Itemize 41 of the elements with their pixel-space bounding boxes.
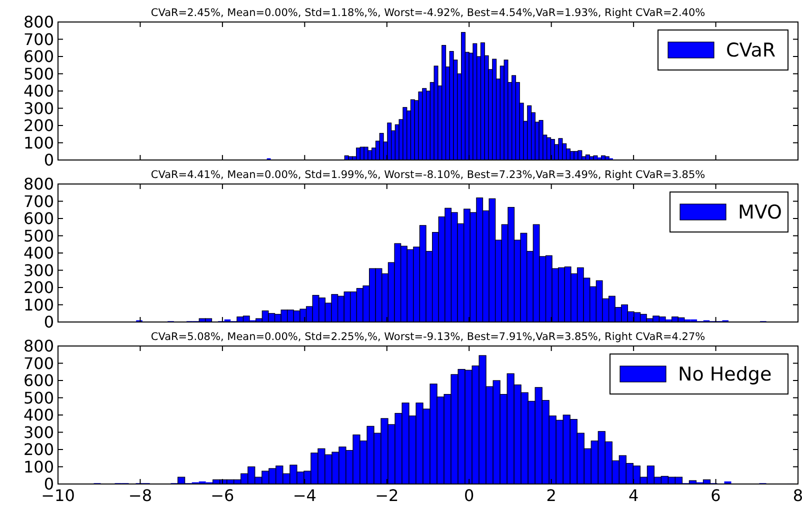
y-tick-label: 100: [23, 295, 54, 314]
y-tick-label: 700: [23, 192, 54, 211]
x-tick-label: −4: [292, 486, 316, 505]
legend-label: MVO: [738, 202, 782, 224]
y-tick-label: 200: [23, 440, 54, 460]
y-tick-label: 0: [44, 150, 54, 170]
y-tick-label: 700: [23, 30, 54, 49]
legend-label: CVaR: [726, 40, 776, 62]
y-tick-label: 400: [23, 244, 54, 263]
y-tick-label: 200: [23, 116, 54, 136]
y-tick-label: 800: [23, 336, 54, 356]
x-tick-label: 4: [628, 486, 639, 505]
x-tick-label: 8: [792, 486, 802, 505]
y-tick-label: 800: [23, 174, 54, 194]
y-tick-label: 100: [23, 457, 54, 476]
x-tick-label: −2: [375, 486, 399, 505]
y-tick-label: 200: [23, 278, 54, 298]
y-tick-label: 500: [23, 226, 54, 246]
y-tick-label: 300: [23, 422, 54, 442]
chart-title: CVaR=2.45%, Mean=0.00%, Std=1.18%,%, Worst=-4.92%, Best=4.54%,VaR=1.93%, Right CVaR=2.40%: [150, 7, 706, 19]
x-tick-label: −6: [210, 486, 234, 505]
y-tick-label: 500: [23, 388, 54, 408]
x-tick-label: −8: [128, 486, 152, 505]
x-tick-label: 0: [464, 486, 474, 505]
y-tick-label: 600: [23, 47, 54, 66]
y-tick-label: 0: [44, 312, 54, 332]
y-tick-label: 400: [23, 406, 54, 425]
x-tick-label: 2: [546, 486, 556, 505]
y-tick-label: 600: [23, 209, 54, 228]
y-tick-label: 100: [23, 133, 54, 152]
y-tick-label: 400: [23, 82, 54, 101]
y-tick-label: 600: [23, 371, 54, 390]
y-tick-label: 300: [23, 98, 54, 118]
y-tick-label: 700: [23, 354, 54, 373]
y-tick-label: 800: [23, 12, 54, 32]
y-tick-label: 500: [23, 64, 54, 84]
chart-title: CVaR=5.08%, Mean=0.00%, Std=2.25%,%, Worst=-9.13%, Best=7.91%,VaR=3.85%, Right CVaR=4.27%: [150, 331, 706, 343]
x-tick-label: 6: [710, 486, 721, 505]
y-tick-label: 300: [23, 260, 54, 280]
chart-title: CVaR=4.41%, Mean=0.00%, Std=1.99%,%, Worst=-8.10%, Best=7.23%,VaR=3.49%, Right CVaR=3.85%: [150, 169, 706, 181]
legend-label: No Hedge: [678, 364, 772, 386]
